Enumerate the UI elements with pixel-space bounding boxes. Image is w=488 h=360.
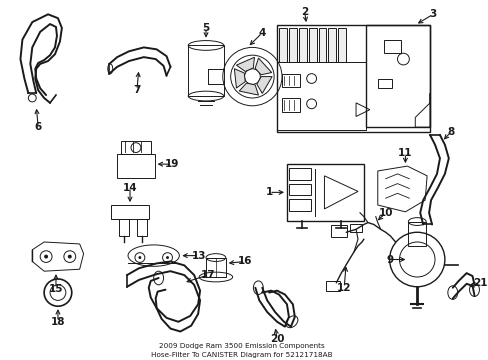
Bar	[331, 225, 346, 237]
Text: 8: 8	[446, 127, 453, 137]
Text: 2: 2	[301, 7, 308, 17]
Bar	[349, 225, 361, 232]
Text: 21: 21	[472, 278, 487, 288]
Text: 5: 5	[202, 23, 209, 33]
Circle shape	[68, 255, 72, 258]
Text: 1: 1	[265, 187, 272, 197]
Bar	[277, 62, 365, 130]
Bar	[365, 25, 429, 127]
Text: 20: 20	[269, 334, 284, 344]
Text: 16: 16	[238, 256, 252, 266]
Bar	[288, 184, 310, 195]
Bar	[282, 98, 299, 112]
Text: 14: 14	[122, 183, 137, 193]
Text: 18: 18	[51, 317, 65, 327]
Text: 7: 7	[133, 85, 141, 95]
Text: 15: 15	[49, 284, 63, 294]
Text: 13: 13	[191, 251, 206, 261]
Bar	[318, 28, 326, 62]
Polygon shape	[256, 77, 272, 94]
Bar	[205, 257, 225, 277]
Circle shape	[138, 256, 141, 259]
Bar	[338, 28, 346, 62]
Text: 10: 10	[378, 208, 392, 218]
Bar	[383, 40, 401, 53]
Text: 2009 Dodge Ram 3500 Emission Components
Hose-Filter To CANISTER Diagram for 5212: 2009 Dodge Ram 3500 Emission Components …	[150, 343, 332, 358]
Bar	[111, 205, 148, 219]
Bar	[288, 28, 296, 62]
Bar	[407, 221, 425, 246]
Bar	[282, 74, 299, 87]
Bar	[137, 219, 146, 236]
Bar	[288, 168, 310, 180]
Bar	[308, 28, 316, 62]
Bar	[121, 141, 150, 154]
Polygon shape	[236, 57, 254, 71]
Bar	[288, 199, 310, 211]
Bar	[286, 164, 363, 221]
Bar	[377, 78, 391, 88]
Bar	[328, 28, 336, 62]
Bar	[326, 281, 340, 291]
Text: 19: 19	[165, 159, 179, 169]
Circle shape	[166, 256, 169, 259]
Text: 9: 9	[385, 255, 392, 265]
Polygon shape	[234, 69, 244, 88]
Text: 17: 17	[200, 270, 215, 280]
Text: 6: 6	[35, 122, 42, 132]
Bar	[279, 28, 286, 62]
Polygon shape	[255, 58, 271, 75]
Circle shape	[44, 255, 48, 258]
Bar	[188, 45, 224, 96]
Polygon shape	[239, 83, 258, 95]
Text: 11: 11	[397, 148, 412, 158]
Bar	[117, 154, 154, 178]
Bar	[277, 25, 429, 132]
Text: 12: 12	[336, 283, 351, 293]
Bar	[298, 28, 306, 62]
Bar	[119, 219, 129, 236]
Text: 3: 3	[428, 9, 436, 19]
Text: 4: 4	[258, 28, 265, 38]
